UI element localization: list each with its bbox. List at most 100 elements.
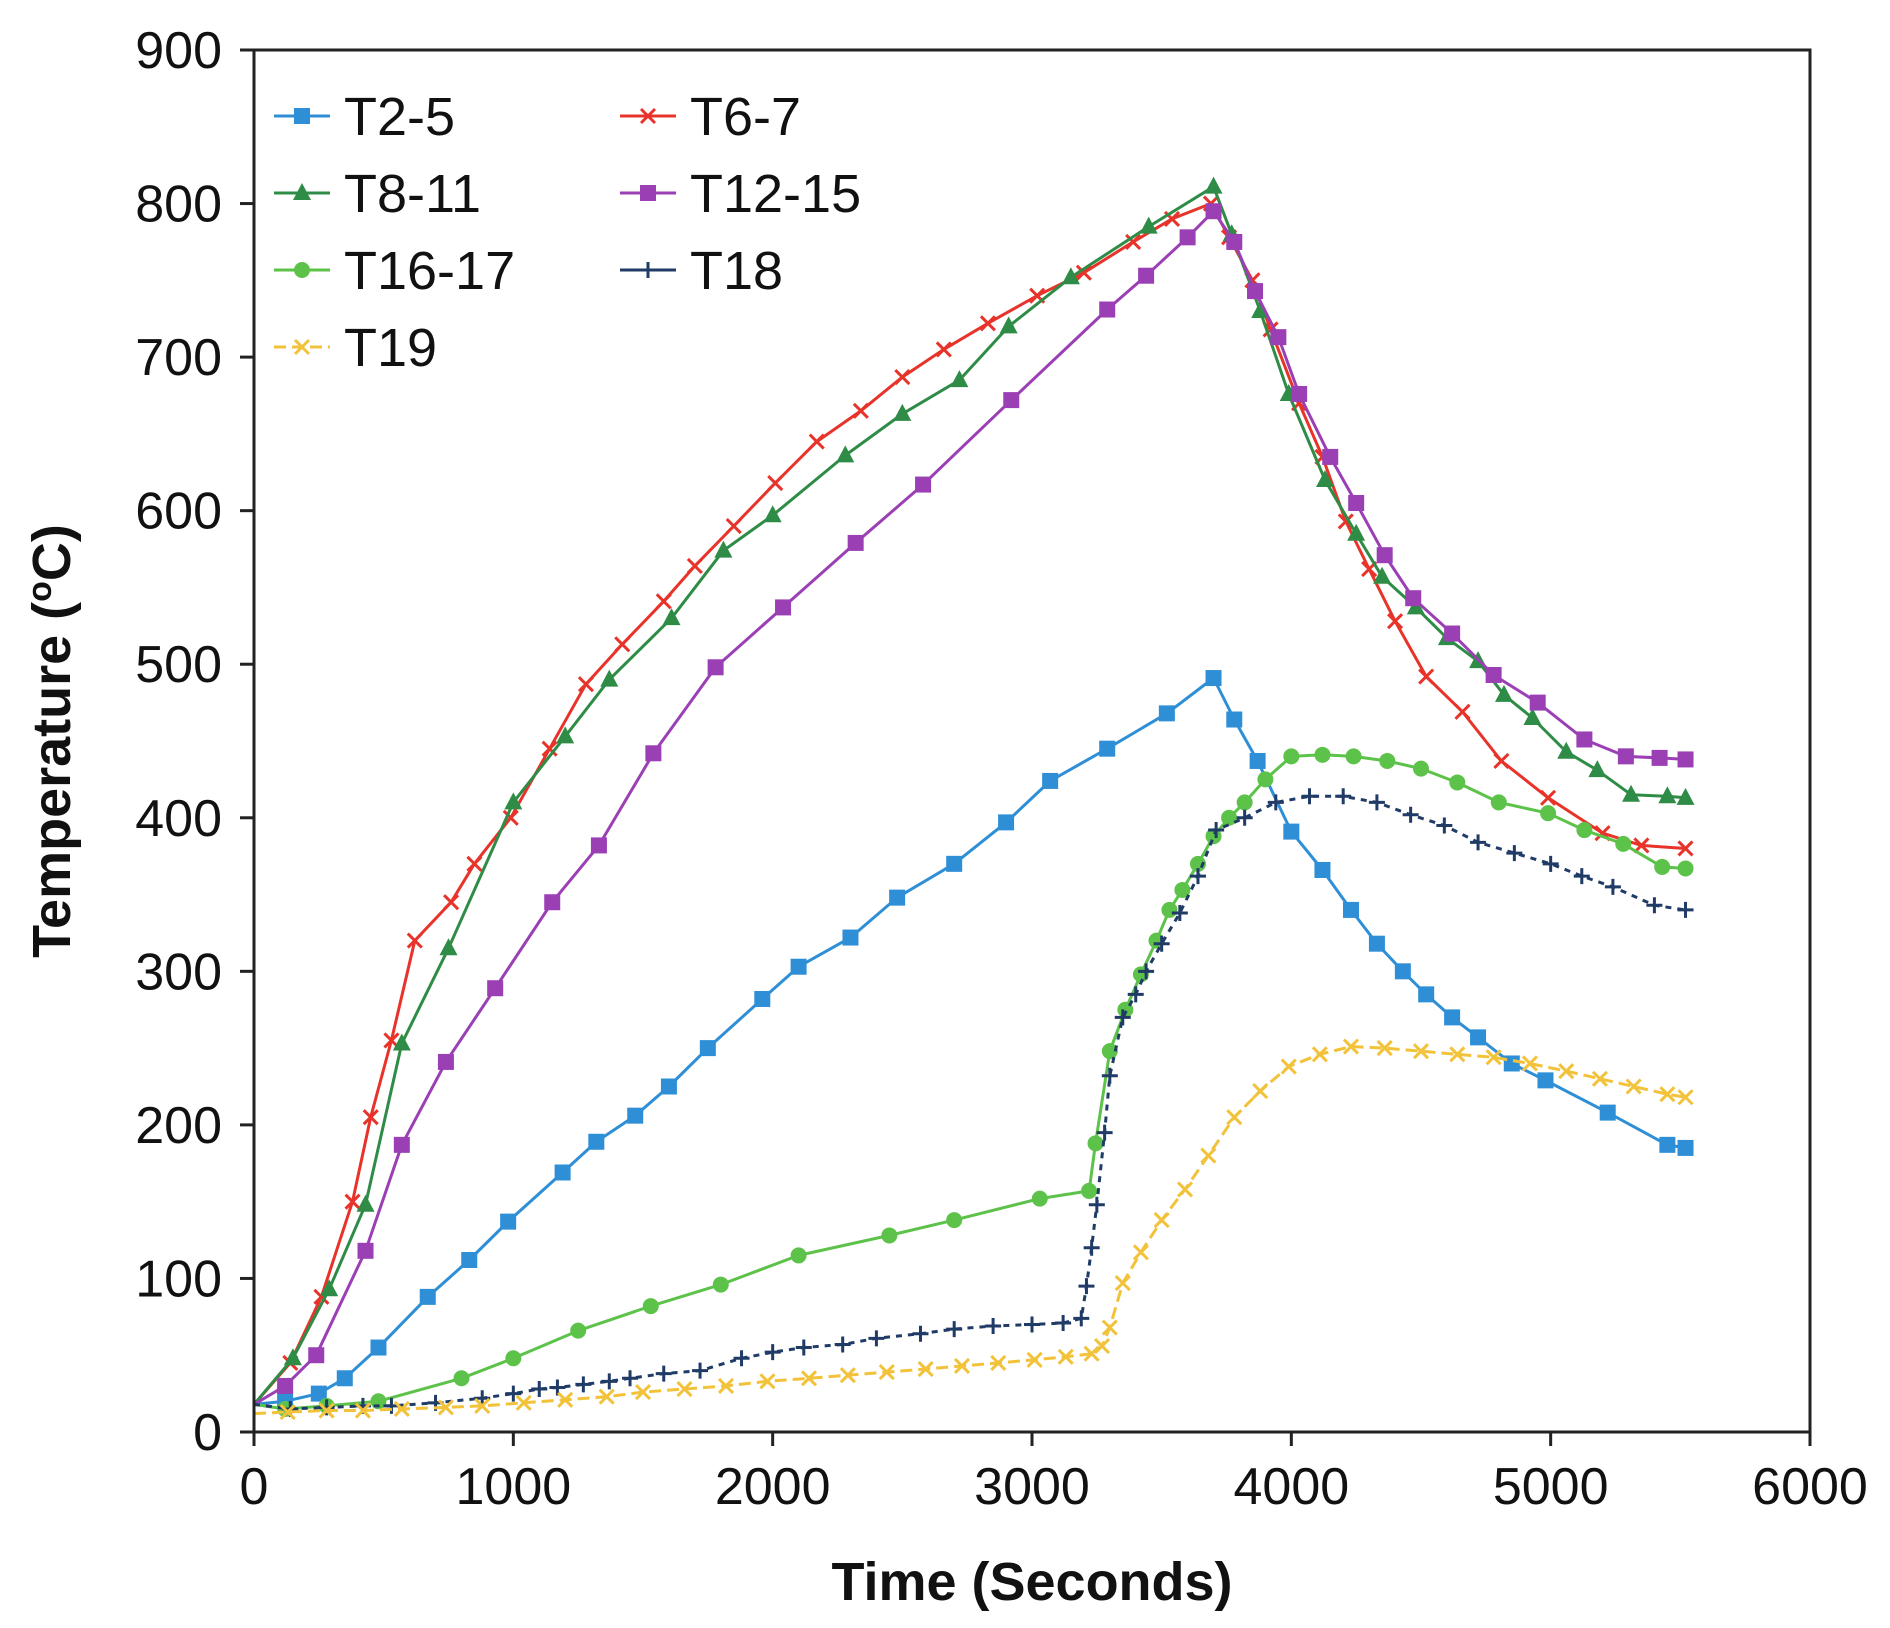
data-point: [692, 1362, 709, 1379]
data-point: [764, 1344, 781, 1361]
data-point: [1615, 835, 1632, 852]
data-point: [1096, 1124, 1113, 1141]
data-point: [1394, 963, 1411, 980]
legend-label: T18: [690, 241, 783, 301]
data-point: [1189, 868, 1206, 885]
data-point: [419, 1288, 436, 1305]
data-point: [1348, 494, 1365, 511]
data-point: [1454, 703, 1471, 720]
data-point: [279, 1403, 296, 1421]
data-point: [554, 1164, 571, 1181]
data-point: [1314, 861, 1331, 878]
data-point: [1677, 840, 1694, 857]
data-point: [362, 1109, 379, 1126]
data-point: [1127, 986, 1144, 1003]
data-point: [557, 1391, 574, 1408]
data-point: [531, 1381, 548, 1397]
data-point: [1485, 666, 1502, 683]
legend-entry: T8-11: [274, 164, 481, 224]
data-point: [999, 316, 1018, 334]
data-point: [1153, 1212, 1170, 1229]
data-point: [642, 1298, 659, 1315]
data-point: [1387, 613, 1404, 630]
data-point: [505, 1350, 522, 1367]
data-point: [912, 1325, 929, 1342]
data-point: [1335, 788, 1352, 805]
data-point: [953, 1357, 971, 1375]
data-point: [1373, 566, 1392, 584]
data-point: [852, 402, 869, 419]
data-point: [1176, 1181, 1194, 1198]
data-point: [725, 517, 742, 535]
data-point: [577, 676, 595, 693]
data-point: [406, 932, 423, 949]
legend-label: T12-15: [690, 164, 861, 224]
data-point: [759, 1373, 776, 1390]
data-point: [1376, 1040, 1393, 1057]
data-point: [645, 745, 662, 762]
data-point: [1042, 772, 1059, 789]
data-point: [1540, 789, 1557, 806]
data-point: [1573, 868, 1590, 885]
data-point: [1677, 751, 1694, 768]
data-point: [356, 1194, 375, 1212]
y-tick-label: 700: [135, 329, 222, 387]
data-point: [1418, 986, 1435, 1003]
data-point: [686, 557, 703, 575]
series-line: [253, 209, 1686, 1406]
data-point: [1677, 1089, 1694, 1106]
data-point: [504, 792, 523, 810]
data-point: [1379, 752, 1396, 769]
data-point: [1449, 1046, 1466, 1063]
data-point: [556, 726, 575, 744]
data-point: [1257, 771, 1274, 788]
series-line: [252, 185, 1686, 1406]
data-point: [1138, 267, 1155, 284]
data-point: [1345, 748, 1362, 765]
x-tick-label: 3000: [974, 1458, 1090, 1516]
series-layer: [252, 176, 1695, 1421]
data-point: [308, 1347, 325, 1364]
data-point: [1537, 1072, 1554, 1089]
data-point: [1322, 448, 1339, 465]
data-point: [1114, 1274, 1131, 1292]
y-tick-label: 600: [135, 483, 222, 541]
data-point: [894, 369, 911, 386]
data-point: [775, 599, 792, 616]
data-point: [634, 1384, 652, 1401]
legend-swatch-marker: [639, 107, 657, 125]
data-point: [1301, 788, 1318, 805]
series-T2-5: [253, 670, 1694, 1410]
y-tick-label: 800: [135, 176, 222, 234]
data-point: [1588, 760, 1607, 778]
legend-swatch-marker: [294, 262, 310, 278]
legend-entry: T18: [620, 241, 783, 301]
data-point: [588, 1133, 605, 1150]
data-point: [1436, 817, 1453, 834]
data-point: [1073, 1310, 1090, 1327]
data-point: [1087, 1135, 1104, 1152]
data-point: [318, 1399, 335, 1416]
data-point: [392, 1033, 411, 1051]
data-point: [1599, 1104, 1616, 1121]
data-point: [1444, 1009, 1461, 1026]
data-point: [502, 809, 519, 826]
data-point: [505, 1385, 522, 1402]
data-point: [1138, 963, 1155, 980]
data-point: [1558, 1063, 1575, 1080]
data-point: [1114, 1009, 1131, 1026]
data-point: [754, 990, 771, 1007]
data-point: [1633, 837, 1650, 854]
data-point: [767, 474, 784, 492]
data-point: [590, 837, 607, 854]
data-point: [1658, 786, 1677, 804]
data-point: [1576, 822, 1593, 839]
data-point: [1651, 749, 1668, 766]
data-point: [662, 608, 681, 626]
legend-entry: T2-5: [274, 87, 455, 147]
data-point: [1291, 385, 1308, 402]
data-point: [1024, 1316, 1040, 1333]
data-point: [500, 1213, 517, 1230]
data-point: [1101, 1067, 1118, 1084]
data-point: [733, 1350, 750, 1367]
